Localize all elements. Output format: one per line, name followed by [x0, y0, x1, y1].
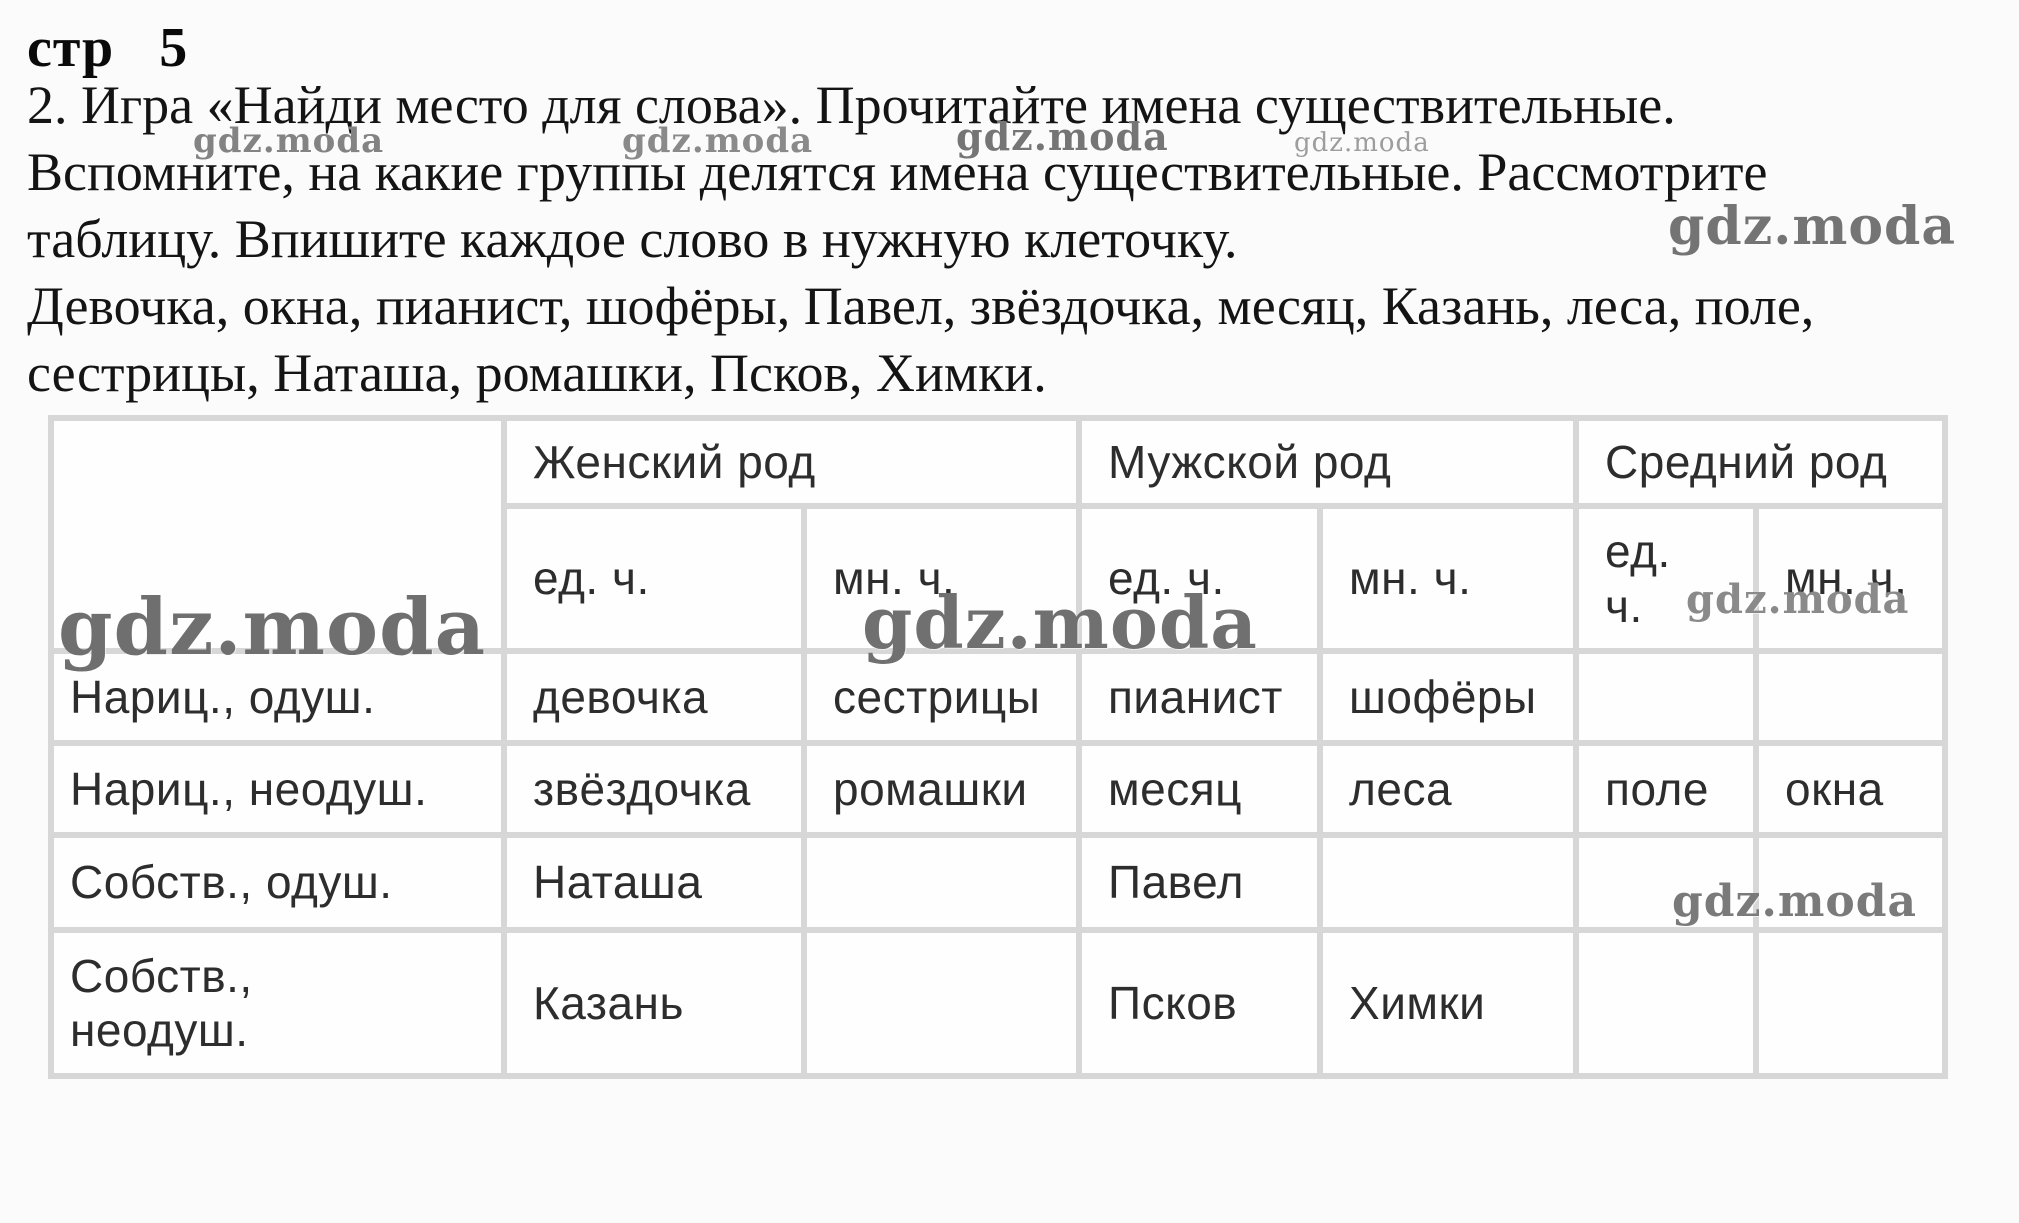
- header-neuter-gender: Средний род: [1573, 415, 1949, 509]
- table-cell: Псков: [1076, 927, 1324, 1079]
- header-neuter-singular: ед. ч.: [1573, 503, 1760, 654]
- table-cell: Павел: [1076, 832, 1324, 933]
- nouns-classification-table: Женский род Мужской род Средний род ед. …: [48, 415, 1949, 1079]
- table-cell: [1753, 648, 1949, 746]
- header-masculine-gender: Мужской род: [1076, 415, 1580, 509]
- table-cell: девочка: [501, 648, 807, 746]
- table-cell: шофёры: [1317, 648, 1580, 746]
- table-row-proper-inanimate: Собств., неодуш. Казань Псков Химки: [48, 927, 1949, 1079]
- table-cell: [1317, 832, 1580, 933]
- table-cell: Казань: [501, 927, 807, 1079]
- header-feminine-gender: Женский род: [500, 415, 1083, 509]
- page-number-heading: стр 5: [27, 17, 189, 79]
- table-row-common-inanimate: Нариц., неодуш. звёздочка ромашки месяц …: [48, 740, 1949, 838]
- header-feminine-plural: мн. ч.: [800, 503, 1083, 654]
- table-cell: [1753, 832, 1949, 933]
- table-cell: окна: [1753, 740, 1949, 838]
- table-cell: звёздочка: [501, 740, 807, 838]
- header-feminine-singular: ед. ч.: [501, 503, 807, 654]
- table-cell: [1573, 927, 1760, 1079]
- table-cell: [1573, 832, 1760, 933]
- table-cell: Химки: [1317, 927, 1580, 1079]
- corner-cell: [48, 415, 507, 654]
- row-label: Собств., неодуш.: [48, 927, 507, 1079]
- table-cell: [800, 927, 1083, 1079]
- task-line-1: 2. Игра «Найди место для слова». Прочита…: [27, 75, 1676, 135]
- table-cell: сестрицы: [800, 648, 1083, 746]
- task-text: 2. Игра «Найди место для слова». Прочита…: [27, 72, 2017, 407]
- row-label: Нариц., неодуш.: [48, 740, 507, 838]
- table-cell: месяц: [1076, 740, 1324, 838]
- row-label: Собств., одуш.: [48, 832, 507, 933]
- table-cell: ромашки: [800, 740, 1083, 838]
- table-row-proper-animate: Собств., одуш. Наташа Павел: [48, 832, 1949, 933]
- word-list-line-2: сестрицы, Наташа, ромашки, Псков, Химки.: [27, 343, 1047, 403]
- task-line-2: Вспомните, на какие группы делятся имена…: [27, 142, 1768, 202]
- header-masculine-singular: ед. ч.: [1076, 503, 1324, 654]
- table-cell: [1573, 648, 1760, 746]
- table-cell: поле: [1573, 740, 1760, 838]
- table-cell: [800, 832, 1083, 933]
- header-masculine-plural: мн. ч.: [1317, 503, 1580, 654]
- gender-header-row: Женский род Мужской род Средний род: [48, 415, 1949, 654]
- table-cell: леса: [1317, 740, 1580, 838]
- header-neuter-plural: мн. ч.: [1753, 503, 1949, 654]
- task-line-3: таблицу. Впишите каждое слово в нужную к…: [27, 209, 1238, 269]
- word-list-line-1: Девочка, окна, пианист, шофёры, Павел, з…: [27, 276, 1815, 336]
- table-cell: Наташа: [501, 832, 807, 933]
- table-row-common-animate: Нариц., одуш. девочка сестрицы пианист ш…: [48, 648, 1949, 746]
- table-cell: [1753, 927, 1949, 1079]
- table-cell: пианист: [1076, 648, 1324, 746]
- row-label: Нариц., одуш.: [48, 648, 507, 746]
- number-header-row: ед. ч. мн. ч. ед. ч. мн. ч. ед. ч. мн. ч…: [51, 503, 1949, 654]
